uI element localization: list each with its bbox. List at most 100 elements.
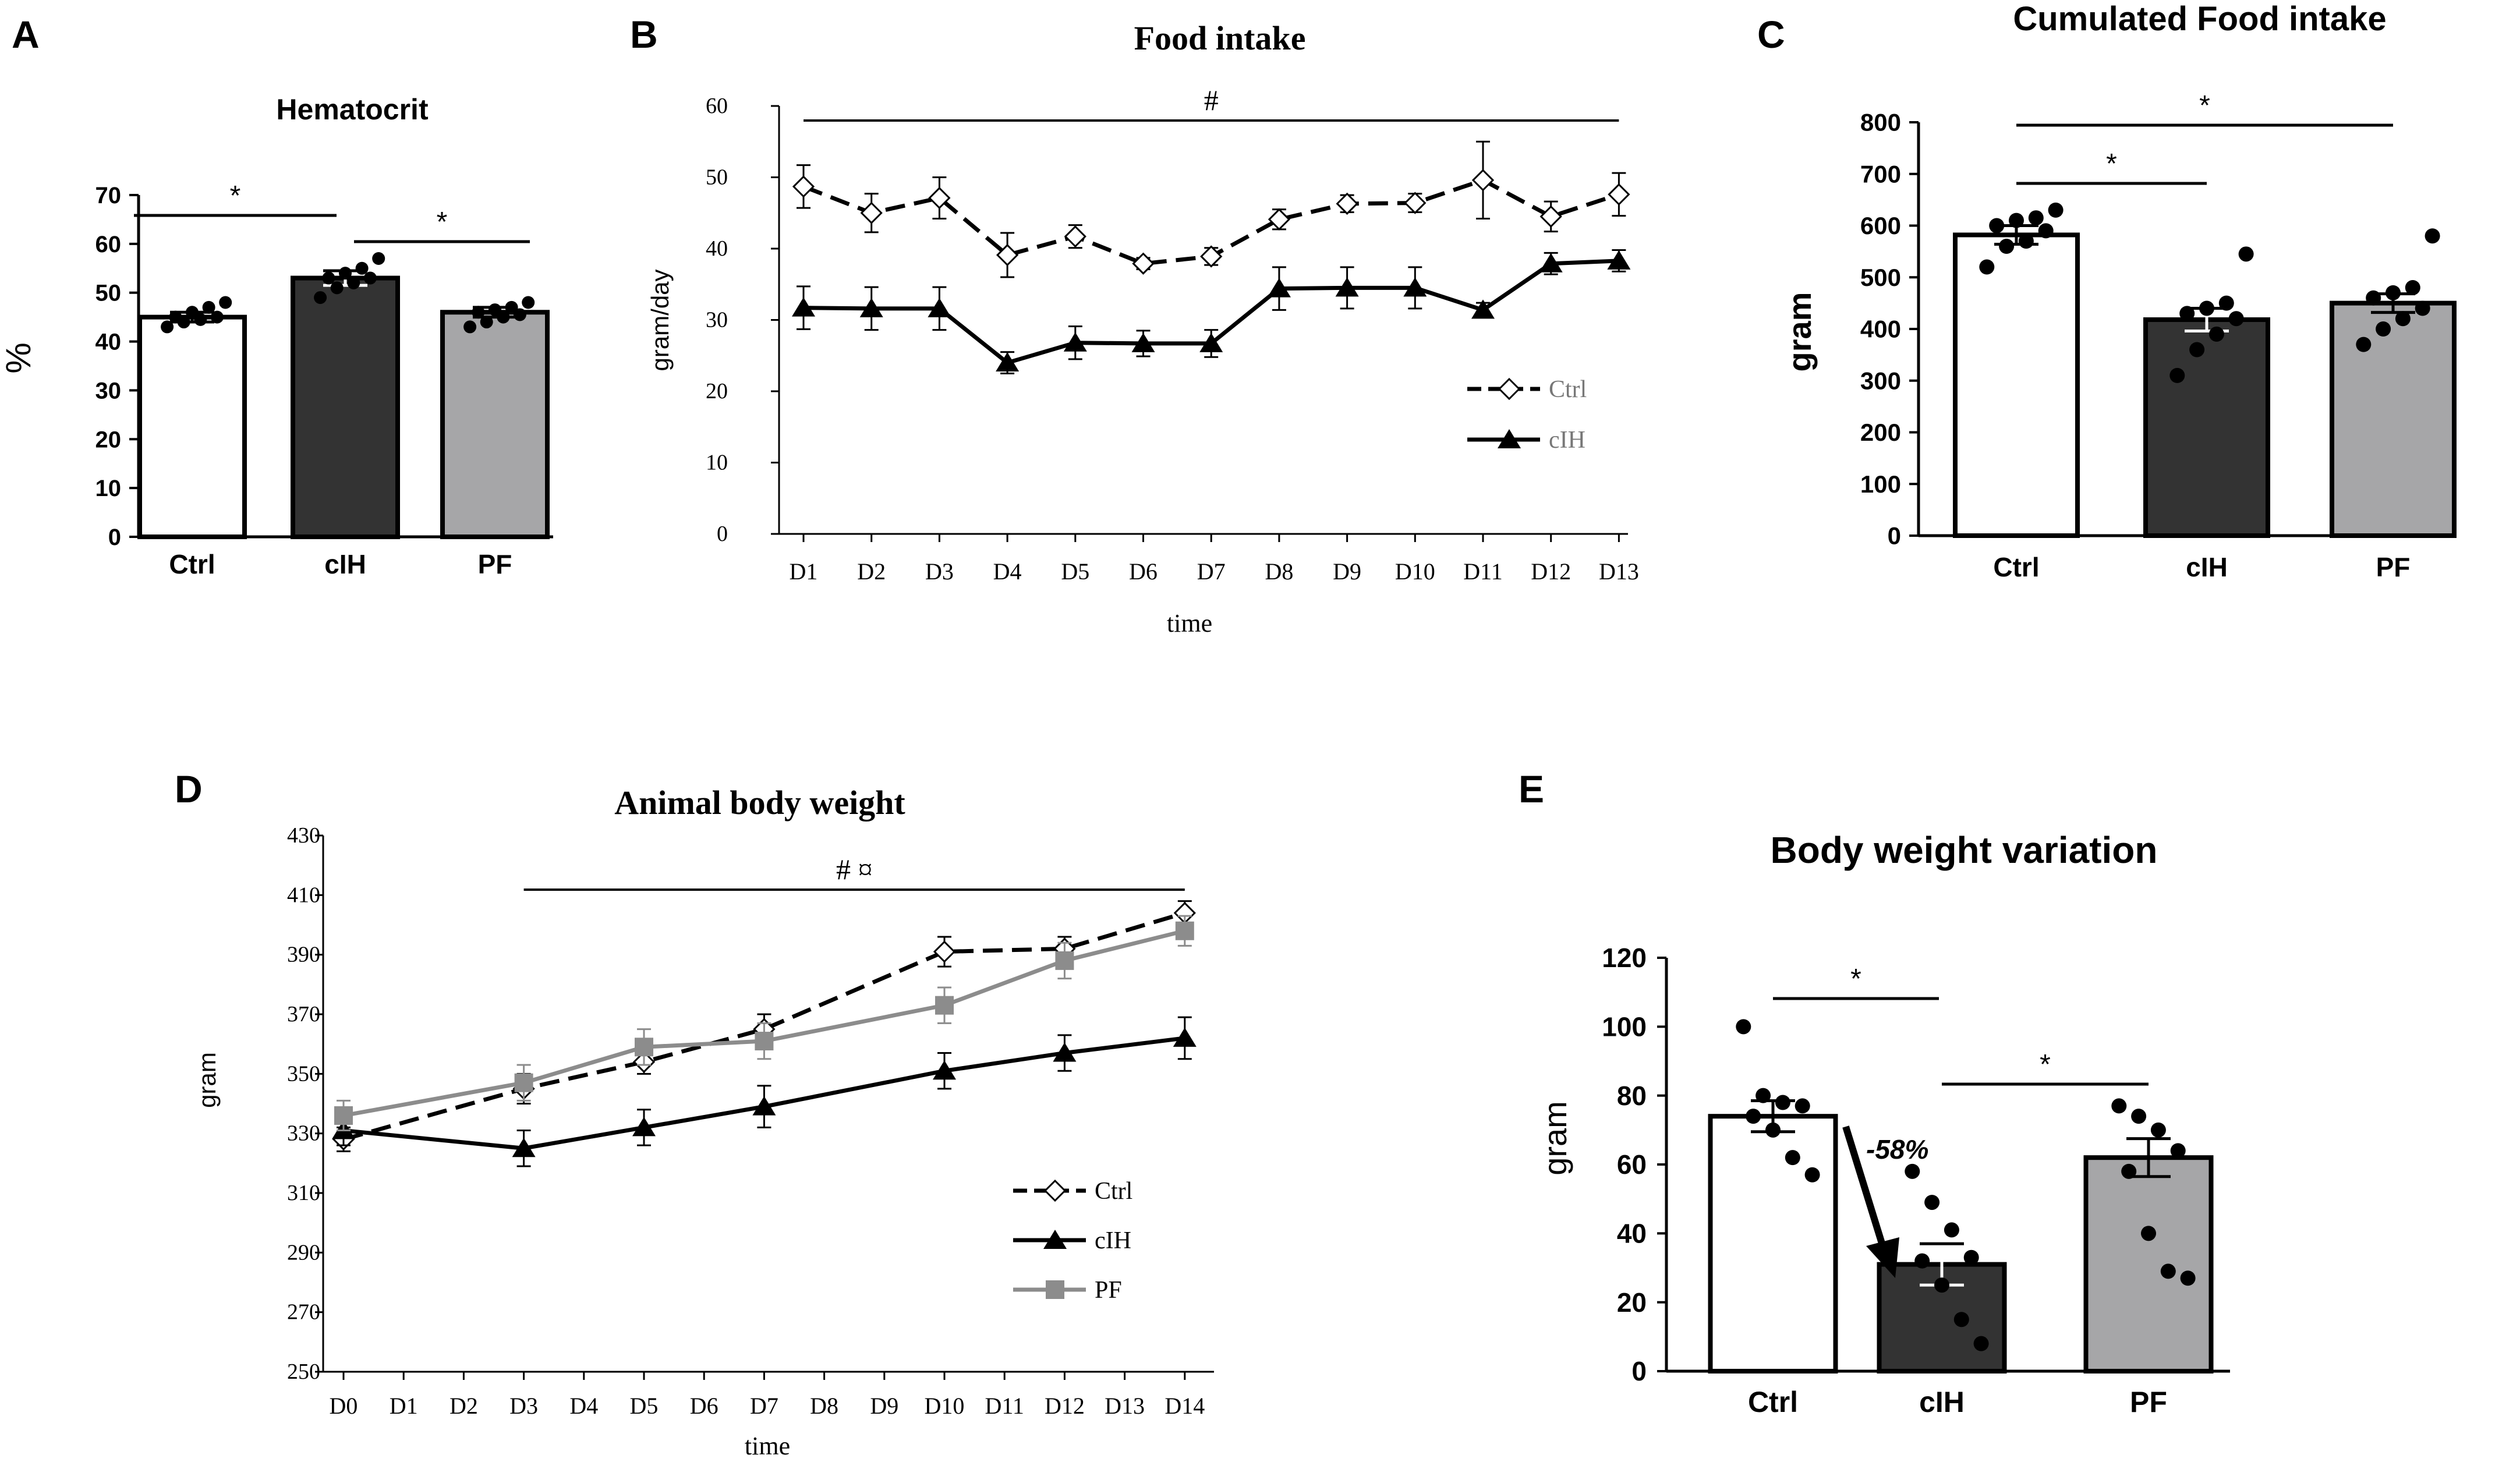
y-tick-label: 410	[287, 883, 320, 907]
significance-label: *	[2106, 148, 2117, 179]
y-tick-label: 80	[1617, 1081, 1647, 1111]
y-tick-label: 60	[1617, 1149, 1647, 1180]
x-tick-label: D2	[857, 558, 886, 585]
data-point	[1989, 218, 2005, 233]
data-point-pf	[1175, 921, 1194, 940]
category-label: Ctrl	[1993, 552, 2039, 582]
y-tick-label: 390	[287, 943, 320, 967]
data-point	[2048, 202, 2064, 218]
data-point	[489, 303, 501, 317]
y-tick-label: 800	[1860, 109, 1901, 136]
data-point	[2238, 246, 2254, 262]
panel-d-label: D	[175, 767, 203, 810]
y-tick-label: 10	[706, 451, 728, 475]
panel-c-title: Cumulated Food intake	[2013, 0, 2386, 38]
panel-b: B Food intake gram/day time 0 10 20 30 40 50 6…	[630, 13, 1639, 638]
bar-cih	[2143, 317, 2270, 539]
data-point-cih	[933, 1060, 956, 1080]
x-tick-label: D12	[1045, 1393, 1085, 1419]
data-point	[2189, 342, 2205, 357]
data-point	[2425, 228, 2440, 244]
data-point-cih	[1053, 1042, 1077, 1062]
panel-e-title: Body weight variation	[1771, 829, 2158, 871]
y-tick-label: 200	[1860, 419, 1901, 446]
y-tick-label: 370	[287, 1002, 320, 1026]
data-point-pf	[334, 1106, 353, 1125]
data-point-ctrl	[1268, 208, 1291, 231]
significance-label: *	[2040, 1049, 2051, 1080]
legend-label-ctrl: Ctrl	[1095, 1178, 1132, 1205]
data-point-ctrl	[933, 940, 956, 963]
data-point	[513, 308, 526, 321]
data-point	[1963, 1249, 1979, 1265]
data-point	[355, 261, 369, 275]
panel-d-xlabel: time	[745, 1432, 790, 1460]
data-point	[194, 313, 207, 326]
x-tick-label: D7	[1197, 558, 1226, 585]
data-point	[2111, 1098, 2127, 1114]
y-tick-label: 60	[706, 94, 728, 118]
x-tick-label: D14	[1165, 1393, 1205, 1419]
panel-c: C Cumulated Food intake gram 0 100 200 300 4…	[1757, 0, 2457, 582]
category-label: Ctrl	[1748, 1386, 1798, 1418]
y-tick-label: 20	[1617, 1287, 1647, 1318]
x-tick-label: D10	[1395, 558, 1435, 585]
data-point-ctrl	[1336, 192, 1358, 215]
significance-label: # ¤	[836, 853, 873, 886]
data-point	[161, 320, 174, 334]
x-tick-label: D8	[810, 1393, 838, 1419]
panel-b-label: B	[630, 13, 658, 56]
category-label: cIH	[1919, 1386, 1965, 1418]
data-point	[2218, 295, 2234, 311]
x-tick-label: D5	[1061, 558, 1089, 585]
data-point-ctrl	[1404, 192, 1427, 214]
y-tick-label: 500	[1860, 264, 1901, 291]
legend-marker-ctrl	[1498, 377, 1521, 401]
category-label: cIH	[324, 549, 366, 579]
x-tick-label: D0	[330, 1393, 358, 1419]
data-point-cih	[1173, 1027, 1197, 1047]
data-point	[1905, 1163, 1920, 1179]
x-tick-label: D5	[630, 1393, 659, 1419]
panel-a-label: A	[12, 13, 40, 56]
data-point	[1979, 259, 1995, 275]
data-point	[2038, 223, 2054, 239]
data-point	[1944, 1222, 1959, 1238]
significance-label: *	[1850, 964, 1861, 994]
y-tick-label: 50	[706, 165, 728, 190]
legend-label-cih: cIH	[1095, 1227, 1131, 1254]
significance-label: #	[1204, 84, 1219, 116]
data-point	[2141, 1226, 2156, 1241]
data-point-ctrl	[1608, 183, 1630, 206]
x-tick-label: D3	[925, 558, 954, 585]
data-point	[2228, 311, 2244, 327]
data-point	[2208, 326, 2224, 342]
y-tick-label: 40	[1617, 1218, 1647, 1248]
panel-c-label: C	[1757, 13, 1785, 56]
x-tick-label: D9	[1333, 558, 1361, 585]
panel-b-ylabel: gram/day	[646, 269, 674, 371]
x-tick-label: D2	[450, 1393, 478, 1419]
data-point	[1924, 1195, 1940, 1210]
y-tick-label: 290	[287, 1240, 320, 1265]
panel-e-label: E	[1519, 767, 1544, 810]
data-point-ctrl	[928, 186, 951, 210]
data-point	[2180, 1270, 2196, 1286]
data-point	[339, 267, 352, 280]
bar-ctrl	[1708, 1114, 1838, 1373]
legend-label-cih: cIH	[1549, 427, 1585, 454]
data-point	[210, 310, 224, 324]
data-point-pf	[514, 1073, 533, 1092]
data-point	[1765, 1122, 1781, 1138]
arrow-label: -58%	[1866, 1134, 1928, 1164]
data-point-pf	[635, 1038, 653, 1057]
panel-d: D Animal body weight gram time 250 270 290…	[175, 767, 1214, 1460]
panel-a-title: Hematocrit	[276, 93, 429, 126]
y-tick-label: 30	[706, 308, 728, 332]
data-point	[2385, 285, 2401, 300]
data-point-cih	[752, 1096, 776, 1116]
category-label: PF	[2130, 1386, 2167, 1418]
data-point	[1755, 1088, 1771, 1103]
y-tick-label: 400	[1860, 316, 1901, 343]
data-point	[2160, 1263, 2176, 1279]
